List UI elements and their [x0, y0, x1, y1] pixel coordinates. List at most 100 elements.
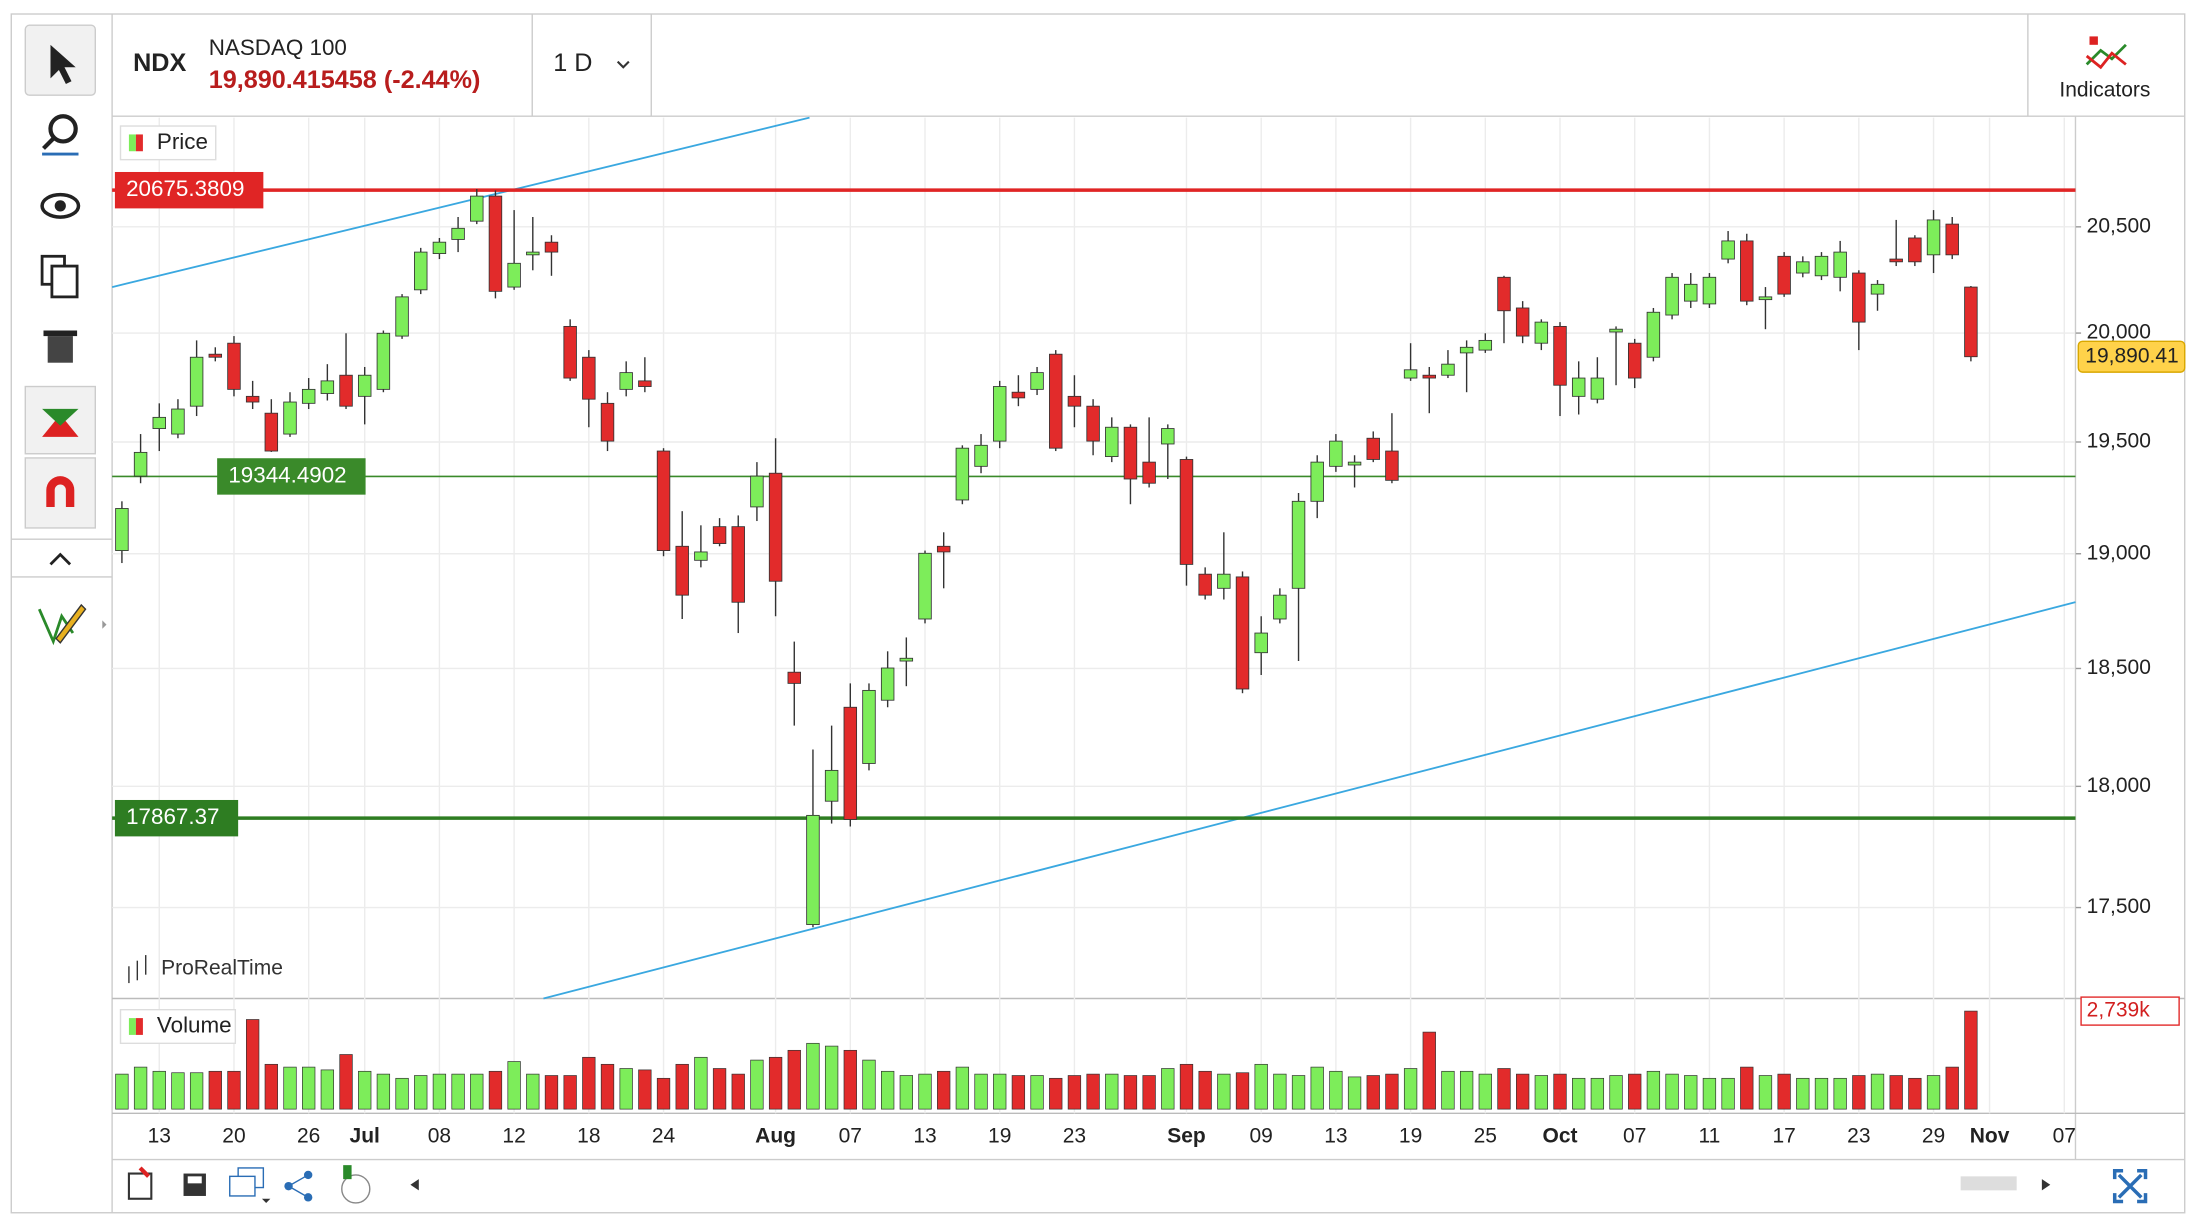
volume-bar — [245, 1019, 260, 1110]
candle-body — [1086, 405, 1100, 442]
scroll-right[interactable] — [2041, 1179, 2051, 1191]
candle-body — [1478, 339, 1493, 351]
volume-bar — [526, 1073, 540, 1110]
volume-bar — [1478, 1073, 1492, 1110]
volume-bar — [694, 1056, 708, 1110]
help-button[interactable] — [341, 1165, 371, 1204]
volume-bar — [264, 1063, 278, 1110]
volume-bar — [1235, 1072, 1250, 1110]
collapse-button[interactable] — [49, 552, 72, 566]
candle-body — [451, 227, 465, 240]
volume-bar — [283, 1066, 297, 1110]
candle-body — [600, 402, 615, 442]
interval-selector[interactable]: 1 D — [553, 49, 592, 77]
volume-bar — [656, 1077, 671, 1110]
x-tick-label: 08 — [428, 1125, 451, 1148]
pointer-icon — [50, 44, 76, 85]
zoom-tool[interactable] — [42, 114, 79, 156]
x-tick-label: Sep — [1167, 1125, 1206, 1148]
candle-body — [395, 296, 409, 337]
candle-body — [1627, 342, 1642, 379]
volume-bar — [862, 1059, 876, 1110]
magnet-icon — [46, 476, 75, 507]
y-tick-label: 20,500 — [2087, 214, 2151, 237]
copy-tool[interactable] — [40, 254, 79, 299]
volume-legend-label: Volume — [157, 1012, 232, 1037]
plot — [112, 188, 2076, 1110]
candle-body — [1926, 219, 1941, 256]
candle-body — [414, 251, 428, 291]
volume-bar — [1422, 1031, 1436, 1110]
volume-bar — [358, 1070, 372, 1110]
candle-body — [283, 401, 297, 435]
volume-bar — [1852, 1075, 1866, 1110]
delete-tool[interactable] — [43, 330, 78, 363]
share-button[interactable] — [284, 1170, 313, 1202]
candle-body — [1534, 321, 1549, 344]
volume-bar — [1273, 1073, 1287, 1110]
candle-body — [1590, 377, 1605, 400]
y-tick-label: 20,000 — [2087, 321, 2151, 344]
candle-body — [582, 356, 596, 400]
candle-body — [1011, 391, 1026, 399]
volume-bar — [937, 1070, 951, 1110]
candle-body — [1553, 325, 1567, 386]
indicators-button[interactable]: Indicators — [2059, 79, 2150, 102]
volume-bar — [1310, 1066, 1324, 1110]
candle-body — [992, 386, 1007, 442]
x-tick-label: Aug — [755, 1125, 796, 1148]
save-button[interactable] — [183, 1173, 206, 1196]
candle-body — [171, 408, 185, 435]
candle-body — [1497, 276, 1511, 312]
volume-bar — [414, 1075, 428, 1110]
volume-bar — [376, 1073, 391, 1110]
legend-swatch — [128, 134, 136, 152]
volume-bar — [1628, 1073, 1642, 1110]
volume-bar — [563, 1075, 577, 1110]
volume-bar — [1702, 1077, 1717, 1110]
footer-button[interactable] — [127, 1166, 153, 1200]
volume-bar — [918, 1073, 932, 1110]
x-tick-label: 20 — [222, 1125, 245, 1148]
y-tick-label: 19,000 — [2087, 541, 2151, 564]
watermark-icon — [128, 955, 147, 984]
x-tick-label: 07 — [1623, 1125, 1646, 1148]
volume-bar — [1011, 1075, 1026, 1110]
candle-body — [1049, 353, 1063, 449]
volume-bar — [507, 1061, 521, 1110]
magnet-tool[interactable] — [24, 457, 97, 529]
candle-body — [115, 508, 129, 552]
candle-body — [843, 706, 858, 820]
volume-bar — [787, 1049, 801, 1110]
volume-bar — [1067, 1075, 1082, 1110]
volume-tick-box — [2080, 996, 2180, 1026]
volume-bar — [881, 1070, 895, 1110]
volume-bar — [824, 1045, 839, 1110]
candle-body — [1217, 573, 1231, 589]
legend-swatch — [135, 1018, 143, 1035]
x-tick-label: 29 — [1922, 1125, 1945, 1148]
volume-bar — [1945, 1066, 1959, 1110]
view-tool[interactable] — [40, 192, 81, 219]
volume-bar — [955, 1066, 970, 1110]
volume-bar — [152, 1070, 166, 1110]
trend-line[interactable] — [111, 116, 810, 288]
fullscreen-button[interactable] — [2112, 1168, 2148, 1204]
candle-body — [694, 551, 708, 561]
candle-body — [656, 450, 671, 552]
drawing-tool[interactable] — [38, 603, 107, 646]
candle-body — [1796, 261, 1810, 274]
volume-bar — [974, 1073, 988, 1110]
x-tick-label: 13 — [148, 1125, 171, 1148]
layout-button[interactable] — [229, 1167, 271, 1203]
candle-body — [1646, 311, 1661, 358]
trend-line[interactable] — [543, 601, 2076, 1000]
frame — [10, 13, 2186, 1214]
scroll-left[interactable] — [410, 1179, 419, 1191]
scrollbar[interactable] — [1960, 1176, 2017, 1191]
candle-body — [1908, 237, 1922, 263]
volume-bar — [1366, 1075, 1380, 1110]
volume-bar — [1926, 1075, 1941, 1110]
candle-body — [1310, 461, 1324, 502]
